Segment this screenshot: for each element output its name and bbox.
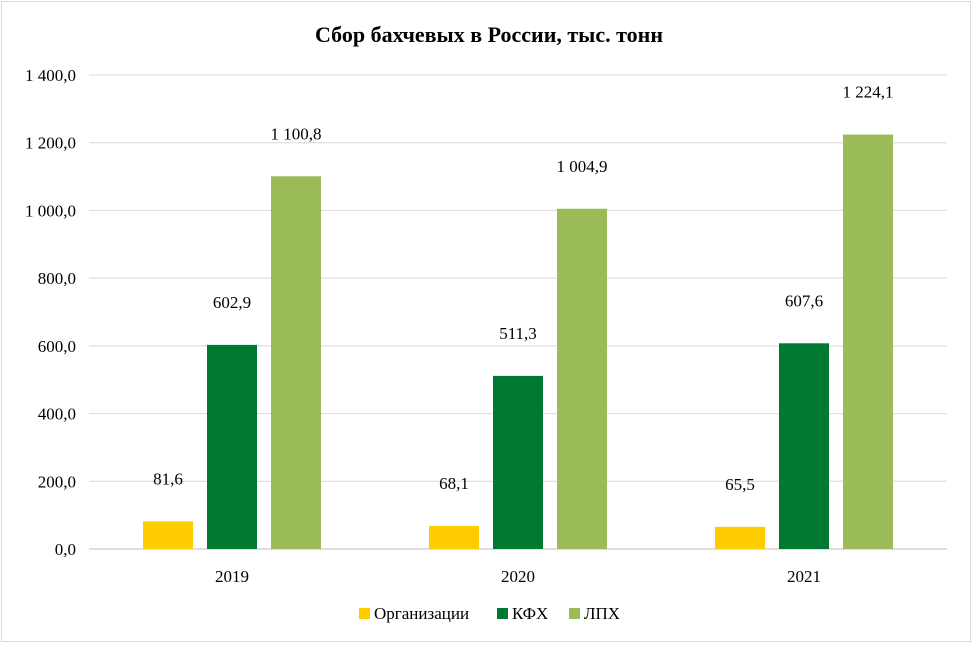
legend-swatch <box>569 608 580 619</box>
bar-2020-2 <box>557 208 607 549</box>
bar-2021-2 <box>843 134 893 549</box>
data-label: 81,6 <box>153 469 183 488</box>
data-label: 1 004,9 <box>557 157 608 176</box>
bar-2019-2 <box>271 176 321 549</box>
data-label: 1 100,8 <box>271 124 322 143</box>
chart-title: Сбор бахчевых в России, тыс. тонн <box>315 22 663 47</box>
bar-2021-1 <box>779 343 829 549</box>
legend-label: КФХ <box>512 604 548 623</box>
y-tick-label: 0,0 <box>55 540 76 559</box>
x-tick-label: 2020 <box>501 567 535 586</box>
data-label: 1 224,1 <box>843 83 894 102</box>
data-label: 68,1 <box>439 474 469 493</box>
legend-label: ЛПХ <box>584 604 620 623</box>
bar-2020-1 <box>493 375 543 549</box>
y-tick-label: 400,0 <box>38 405 76 424</box>
y-tick-label: 1 200,0 <box>25 134 76 153</box>
data-label: 65,5 <box>725 475 755 494</box>
legend-swatch <box>359 608 370 619</box>
bar-2021-0 <box>715 526 765 549</box>
y-tick-label: 800,0 <box>38 269 76 288</box>
bar-2020-0 <box>429 525 479 549</box>
x-tick-label: 2019 <box>215 567 249 586</box>
data-label: 607,6 <box>785 291 823 310</box>
y-tick-label: 200,0 <box>38 472 76 491</box>
data-label: 602,9 <box>213 293 251 312</box>
bar-2019-1 <box>207 344 257 549</box>
y-tick-label: 600,0 <box>38 337 76 356</box>
y-tick-label: 1 000,0 <box>25 201 76 220</box>
legend-swatch <box>497 608 508 619</box>
data-label: 511,3 <box>499 324 537 343</box>
x-tick-label: 2021 <box>787 567 821 586</box>
y-tick-label: 1 400,0 <box>25 66 76 85</box>
bar-2019-0 <box>143 521 193 549</box>
legend-label: Организации <box>374 604 469 623</box>
